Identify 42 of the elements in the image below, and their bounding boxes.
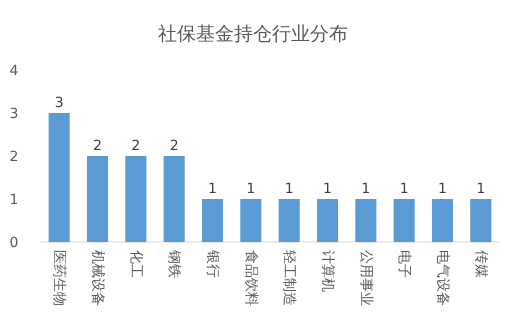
bar xyxy=(125,156,146,242)
x-tick-label: 银行 xyxy=(204,249,220,278)
data-label: 1 xyxy=(438,181,447,197)
x-tick-label: 机械设备 xyxy=(90,250,106,306)
bar xyxy=(470,199,492,242)
bar xyxy=(355,199,376,242)
bar xyxy=(316,199,338,242)
y-tick-label: 1 xyxy=(10,192,18,208)
x-tick-label: 公用事业 xyxy=(358,250,374,306)
chart-title: 社保基金持仓行业分布 xyxy=(158,23,348,45)
x-tick-label: 化工 xyxy=(128,250,144,278)
y-tick-label: 4 xyxy=(10,63,19,79)
x-tick-label: 轻工制造 xyxy=(281,250,298,306)
bar xyxy=(86,156,108,242)
data-label: 2 xyxy=(170,138,179,154)
data-label: 1 xyxy=(361,181,370,197)
data-label: 1 xyxy=(208,181,217,197)
data-label: 1 xyxy=(284,181,294,197)
y-tick-label: 3 xyxy=(10,106,18,122)
x-tick-label: 传媒 xyxy=(472,250,489,278)
bar xyxy=(48,113,70,242)
bar xyxy=(432,199,454,242)
x-tick-label: 钢铁 xyxy=(166,249,182,278)
y-tick-label: 2 xyxy=(10,149,18,165)
y-tick-label: 0 xyxy=(10,235,18,251)
bar xyxy=(164,156,185,242)
data-label: 2 xyxy=(131,138,140,154)
x-tick-label: 计算机 xyxy=(320,250,336,292)
bar xyxy=(240,199,262,242)
x-tick-label: 食品饮料 xyxy=(242,250,259,306)
data-label: 1 xyxy=(246,181,256,197)
bar xyxy=(202,199,224,242)
data-label: 1 xyxy=(400,181,409,197)
bar xyxy=(278,199,300,242)
data-label: 3 xyxy=(54,95,64,111)
x-tick-label: 电子 xyxy=(396,250,412,278)
data-label: 1 xyxy=(323,181,332,197)
bar xyxy=(394,199,415,242)
data-label: 2 xyxy=(93,138,102,154)
x-tick-label: 电气设备 xyxy=(434,250,450,306)
x-tick-label: 医药生物 xyxy=(51,250,68,306)
data-label: 1 xyxy=(476,181,486,197)
